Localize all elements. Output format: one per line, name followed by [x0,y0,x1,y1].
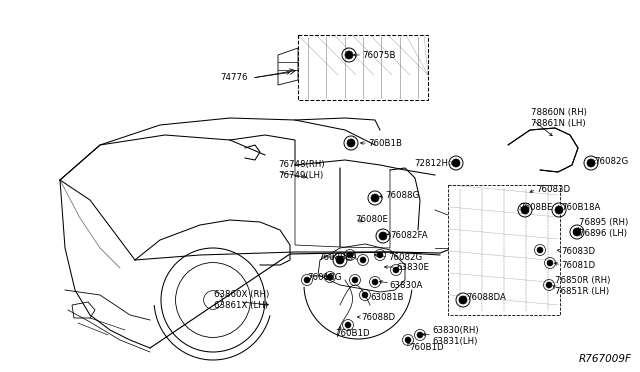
Text: 76082G: 76082G [594,157,628,167]
Text: 63830E: 63830E [396,263,429,273]
Text: 76088D: 76088D [361,314,395,323]
Text: 76082G: 76082G [388,253,422,263]
Text: 760B1D: 760B1D [409,343,444,353]
Circle shape [547,260,553,266]
Text: 76088G: 76088G [385,190,419,199]
Circle shape [327,274,333,280]
Text: R767009F: R767009F [579,354,632,364]
Text: 76850R (RH)
76851R (LH): 76850R (RH) 76851R (LH) [555,276,611,296]
Text: 72812H: 72812H [414,158,448,167]
Circle shape [372,279,378,285]
Circle shape [204,291,222,310]
Text: 63830A: 63830A [389,280,422,289]
Text: 7601BG: 7601BG [307,273,342,282]
Text: 76075B: 76075B [362,51,396,60]
Circle shape [459,296,467,304]
Circle shape [521,206,529,214]
Circle shape [362,292,368,298]
Circle shape [345,51,353,59]
Circle shape [352,277,358,283]
Circle shape [417,332,423,338]
Text: 74776: 74776 [221,74,248,83]
Circle shape [304,277,310,283]
Circle shape [336,256,344,264]
Text: 76088EA: 76088EA [318,253,357,263]
Text: 76080E: 76080E [355,215,388,224]
Circle shape [360,257,366,263]
Text: 76748(RH)
76749(LH): 76748(RH) 76749(LH) [278,160,324,180]
Text: 760B1D: 760B1D [335,330,370,339]
Circle shape [546,282,552,288]
Text: 63860X (RH)
63861X (LH): 63860X (RH) 63861X (LH) [214,290,269,310]
Text: 7608BE: 7608BE [519,203,552,212]
Circle shape [345,322,351,328]
Circle shape [587,159,595,167]
Circle shape [555,206,563,214]
Circle shape [537,247,543,253]
Text: 76081D: 76081D [561,262,595,270]
Circle shape [573,228,581,236]
Circle shape [371,194,379,202]
Text: 76083D: 76083D [536,185,570,193]
Text: 76088DA: 76088DA [466,294,506,302]
Text: 76895 (RH)
76896 (LH): 76895 (RH) 76896 (LH) [579,218,628,238]
Circle shape [393,267,399,273]
Circle shape [452,159,460,167]
Text: 78860N (RH)
78861N (LH): 78860N (RH) 78861N (LH) [531,108,587,128]
Circle shape [405,337,411,343]
Text: 76083D: 76083D [561,247,595,257]
Circle shape [347,139,355,147]
Text: 63830(RH)
63831(LH): 63830(RH) 63831(LH) [432,326,479,346]
Text: 63081B: 63081B [370,294,403,302]
Circle shape [379,232,387,240]
Text: 76082FA: 76082FA [390,231,428,240]
Text: 760B18A: 760B18A [561,203,600,212]
Circle shape [347,252,353,258]
Circle shape [377,252,383,258]
Text: 760B1B: 760B1B [368,138,402,148]
